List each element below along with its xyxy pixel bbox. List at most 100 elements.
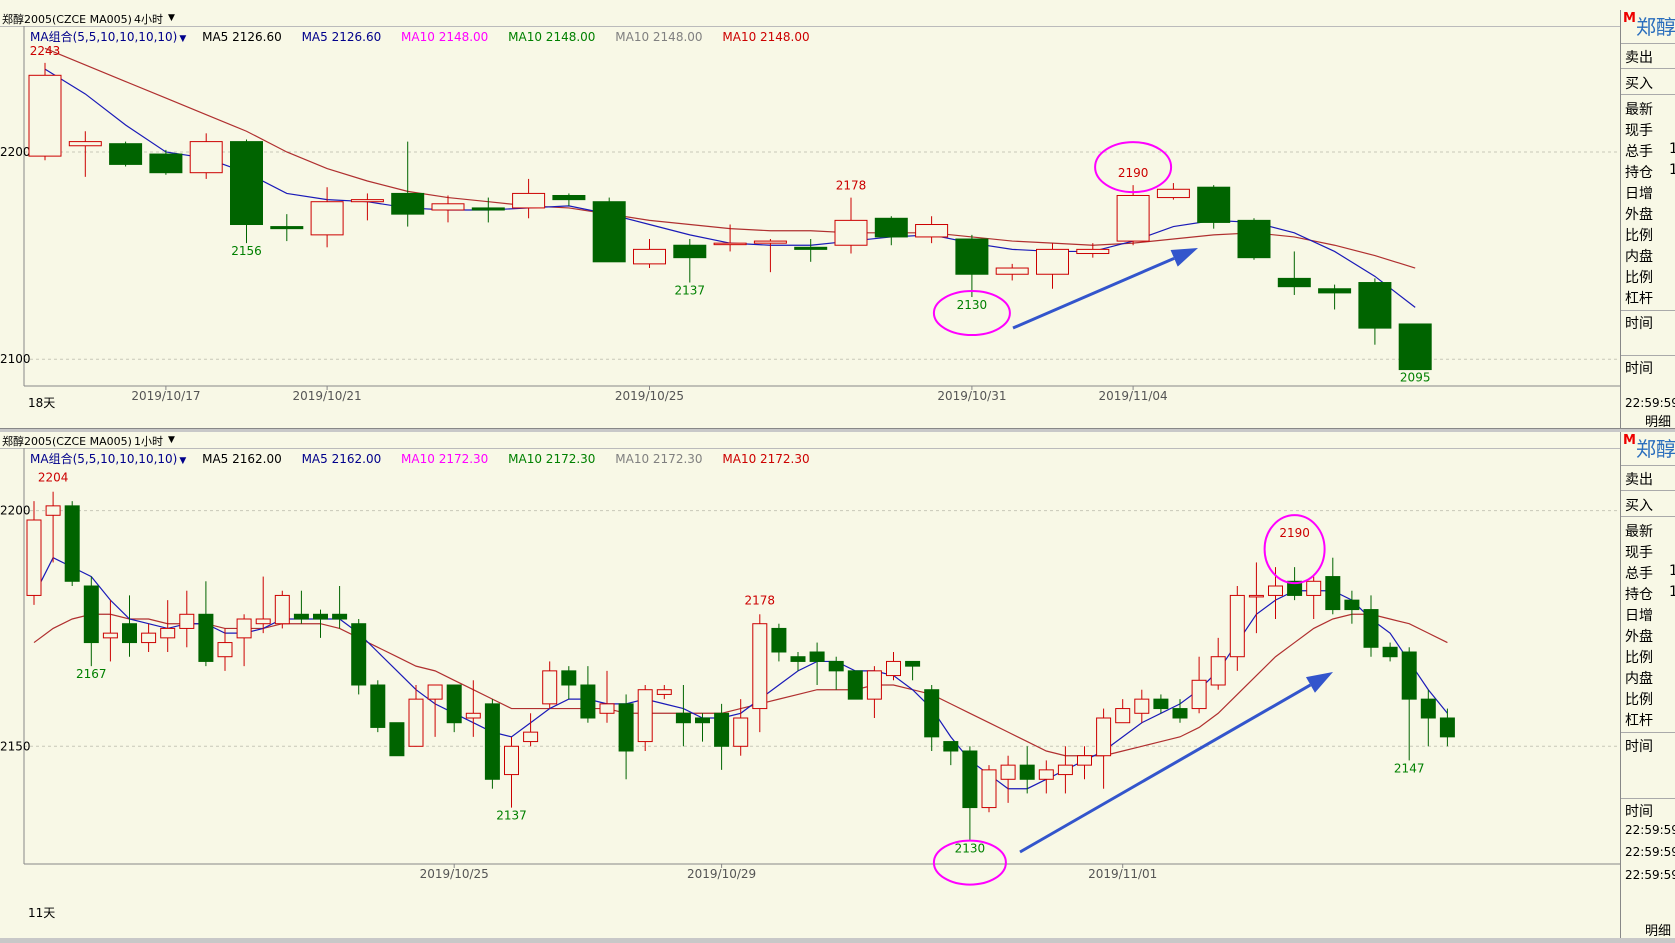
- candle-body: [1019, 764, 1035, 780]
- candle: [714, 703, 730, 770]
- candle-body: [149, 153, 183, 174]
- candle-body: [1153, 698, 1169, 710]
- time-value: 22:59:59: [1625, 823, 1675, 837]
- candle: [45, 491, 61, 563]
- chart-panel-4h[interactable]: 郑醇2005(CZCE MA005) 4小时 ▼ MA组合(5,5,10,10,…: [0, 10, 1675, 430]
- candle: [1277, 251, 1311, 295]
- candle: [981, 765, 997, 813]
- legend-ma10-c: MA10 2172.30: [615, 452, 703, 466]
- contract-name: 郑醇2005(CZCE MA005): [2, 13, 132, 26]
- y-tick-label: 2200: [0, 145, 31, 159]
- price-annotation: 2130: [955, 842, 986, 856]
- daily-change-label: 日增: [1625, 186, 1653, 202]
- candle: [656, 685, 672, 700]
- candle-body: [962, 750, 978, 809]
- candle: [160, 600, 176, 652]
- candle-body: [1156, 188, 1190, 199]
- leverage-label: 杠杆: [1625, 291, 1653, 307]
- x-tick-label: 2019/10/25: [420, 867, 489, 881]
- candle-body: [1197, 186, 1231, 223]
- contract-logo: M郑醇: [1623, 433, 1675, 461]
- candle-body: [102, 632, 118, 639]
- candle-body: [580, 684, 596, 719]
- highlight-circle: [1263, 514, 1326, 585]
- candle-body: [633, 248, 666, 265]
- legend-ma10-c: MA10 2148.00: [615, 30, 703, 44]
- candle: [599, 670, 615, 723]
- price-annotation: 2178: [836, 179, 867, 193]
- candle: [713, 224, 747, 252]
- candle-body: [714, 712, 730, 747]
- candle-body: [828, 660, 844, 672]
- quote-side-panel: M郑醇 卖出 买入 最新 现手 总手 1 持仓 1 日增 外盘 比例 内盘 比例…: [1620, 432, 1675, 939]
- quote-side-panel: M郑醇 卖出 买入 最新 现手 总手 1 持仓 1 日增 外盘 比例 内盘 比例…: [1620, 10, 1675, 430]
- ma-legend: MA组合(5,5,10,10,10,10) ▼ MA5 2162.00 MA5 2…: [30, 450, 826, 467]
- candle: [313, 609, 328, 638]
- candle: [633, 239, 666, 269]
- sell-label: 卖出: [1625, 472, 1653, 488]
- ma-group-label[interactable]: MA组合(5,5,10,10,10,10): [30, 452, 178, 466]
- candle-body: [637, 689, 653, 743]
- candle: [542, 661, 558, 709]
- candle-body: [995, 267, 1029, 275]
- candle-body: [834, 219, 868, 246]
- candle: [955, 234, 989, 298]
- ma-group-label[interactable]: MA组合(5,5,10,10,10,10): [30, 30, 178, 44]
- chevron-down-icon[interactable]: ▼: [168, 13, 175, 23]
- candle-body: [673, 244, 707, 259]
- legend-ma5-a: MA5 2162.00: [202, 452, 282, 466]
- x-tick-label: 2019/10/21: [293, 389, 362, 403]
- open-interest-value: 1: [1669, 162, 1675, 178]
- candle: [1057, 746, 1073, 794]
- time-label-2: 时间: [1625, 361, 1653, 377]
- time-label: 时间: [1625, 316, 1653, 332]
- candle: [523, 713, 539, 747]
- chevron-down-icon[interactable]: ▼: [179, 456, 187, 466]
- candle-body: [695, 717, 710, 724]
- candle-body: [28, 74, 62, 157]
- total-hand-label: 总手: [1625, 566, 1653, 582]
- candle: [274, 590, 290, 629]
- candle: [64, 501, 80, 586]
- period-selector[interactable]: 4小时: [134, 13, 163, 26]
- candlestick-chart[interactable]: 2200 2150 2019/10/25 2019/10/29 2019/11/01 22…: [0, 432, 1620, 938]
- candle-body: [179, 613, 195, 629]
- candle-body: [1210, 656, 1226, 686]
- candle: [512, 178, 546, 219]
- daily-change-label: 日增: [1625, 608, 1653, 624]
- candle: [1248, 562, 1264, 634]
- legend-ma10-a: MA10 2172.30: [401, 452, 489, 466]
- candle: [389, 722, 405, 757]
- y-tick-label: 2200: [0, 504, 31, 518]
- candle: [149, 149, 183, 175]
- chevron-down-icon[interactable]: ▼: [179, 34, 187, 44]
- candle-body: [83, 585, 99, 644]
- chart-panel-1h[interactable]: 郑醇2005(CZCE MA005) 1小时 ▼ MA组合(5,5,10,10,…: [0, 432, 1675, 939]
- detail-tab[interactable]: 明细: [1645, 924, 1672, 939]
- candle: [351, 619, 367, 695]
- candle: [1401, 647, 1417, 761]
- candle: [83, 576, 99, 667]
- y-tick-label: 2100: [0, 352, 31, 366]
- chevron-down-icon[interactable]: ▼: [168, 435, 175, 445]
- candle: [446, 684, 462, 733]
- candle: [752, 614, 768, 733]
- price-annotation: 2156: [231, 244, 262, 258]
- legend-ma5-b: MA5 2162.00: [301, 452, 382, 466]
- latest-label: 最新: [1625, 524, 1653, 540]
- candle-body: [471, 207, 505, 211]
- current-hand-label: 现手: [1625, 123, 1653, 139]
- time-label-2: 时间: [1625, 804, 1653, 820]
- candle-body: [905, 660, 921, 667]
- candlestick-chart[interactable]: 2200 2100 2019/10/17 2019/10/21 2019/10/25 20…: [0, 10, 1620, 428]
- candle: [561, 666, 577, 700]
- candle-body: [847, 670, 863, 700]
- candle-body: [408, 698, 424, 747]
- legend-ma10-d: MA10 2148.00: [722, 30, 810, 44]
- period-selector[interactable]: 1小时: [134, 435, 163, 448]
- candle-body: [391, 192, 425, 215]
- detail-tab[interactable]: 明细: [1645, 415, 1672, 430]
- ratio-label: 比例: [1625, 650, 1653, 666]
- candle: [179, 590, 195, 648]
- candle-body: [230, 141, 263, 226]
